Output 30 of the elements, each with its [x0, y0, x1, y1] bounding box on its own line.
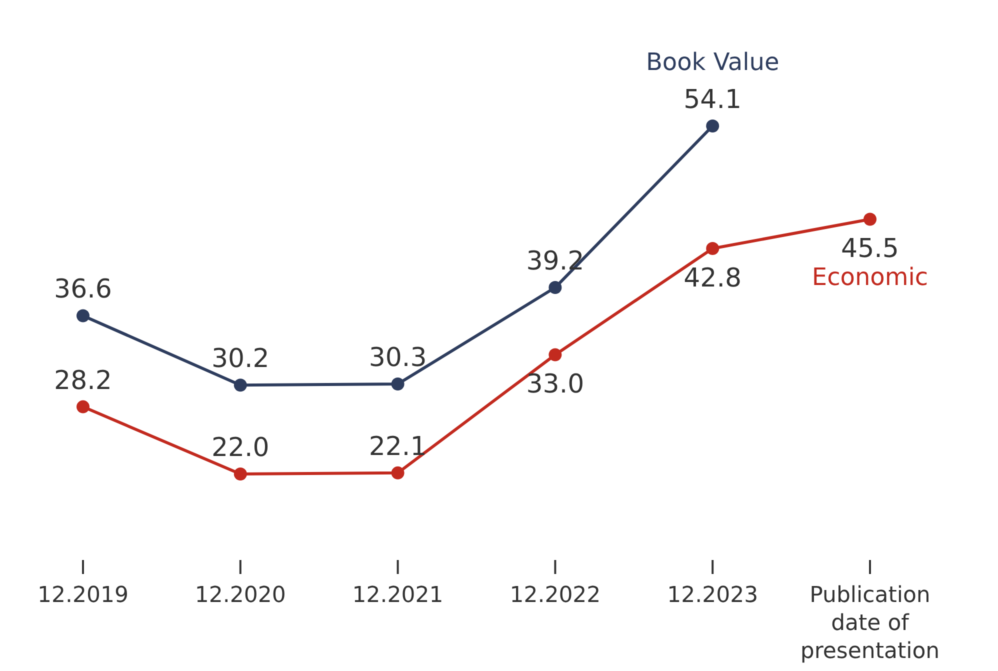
point: [234, 468, 247, 480]
point: [391, 466, 404, 480]
x-tick-label: 12.2020: [194, 583, 286, 608]
point: [391, 378, 404, 391]
data-label: 22.0: [211, 433, 270, 463]
data-label: 36.6: [54, 274, 112, 305]
text: Book Value: [646, 48, 780, 76]
x-tick-label: Publication date of presentation: [800, 583, 940, 664]
point: [864, 212, 876, 226]
x-tick-label: 12.2019: [38, 583, 128, 608]
point: [76, 400, 90, 414]
data-label: 22.1: [368, 432, 427, 462]
data-label: 45.5: [841, 234, 899, 264]
point: [234, 378, 247, 392]
point: [706, 242, 720, 256]
data-label: 42.8: [684, 264, 742, 294]
point: [548, 348, 562, 362]
x-tick-label: 12.2023: [667, 583, 758, 608]
point: [706, 120, 720, 132]
x-tick-label: 12.2021: [352, 583, 444, 608]
data-label: 28.2: [54, 366, 112, 396]
data-label: 33.0: [526, 370, 584, 400]
data-label: 30.2: [211, 344, 270, 374]
point: [548, 281, 562, 294]
x-tick-label: 12.2022: [510, 583, 601, 608]
data-label: 30.3: [368, 343, 427, 374]
data-label: 39.2: [526, 246, 584, 277]
series-label: Economic: [812, 263, 928, 292]
data-label: 54.1: [684, 85, 742, 115]
point: [76, 309, 90, 322]
